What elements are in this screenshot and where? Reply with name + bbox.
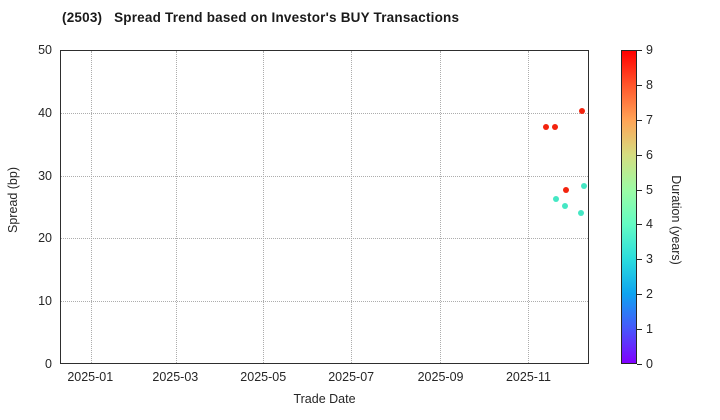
colorbar-tick xyxy=(637,119,642,121)
data-point xyxy=(562,203,569,210)
x-gridline xyxy=(91,51,93,363)
x-gridline xyxy=(263,51,265,363)
colorbar-title: Duration (years) xyxy=(669,175,683,265)
colorbar-tick xyxy=(637,329,642,331)
x-tick-label: 2025-11 xyxy=(505,370,551,384)
data-point xyxy=(579,107,586,114)
y-tick-label: 0 xyxy=(45,357,52,371)
colorbar-ticks: 0 1 2 3 4 5 6 7 8 9 xyxy=(637,43,697,371)
y-axis-tick-labels: 0 10 20 30 40 50 xyxy=(0,43,52,371)
data-point xyxy=(577,209,584,216)
plot-area xyxy=(60,50,589,364)
data-point xyxy=(553,195,560,202)
colorbar-tick xyxy=(637,50,642,51)
colorbar-tick xyxy=(637,294,642,296)
x-tick-label: 2025-03 xyxy=(152,370,199,384)
colorbar-tick xyxy=(637,154,642,156)
y-gridline xyxy=(61,113,588,115)
x-gridline xyxy=(440,51,442,363)
colorbar-tick-label: 3 xyxy=(646,252,653,267)
y-gridline xyxy=(61,238,588,240)
data-point xyxy=(563,187,570,194)
colorbar-tick-label: 7 xyxy=(646,112,653,127)
x-axis-tick-labels: 2025-01 2025-03 2025-05 2025-07 2025-09 2025-… xyxy=(60,370,589,386)
x-tick-label: 2025-07 xyxy=(328,370,375,384)
colorbar-tick-label: 5 xyxy=(646,182,653,197)
colorbar-tick-label: 2 xyxy=(646,287,653,302)
y-tick-label: 50 xyxy=(38,43,52,57)
x-gridline xyxy=(175,51,177,363)
data-point xyxy=(580,182,587,189)
x-tick-label: 2025-01 xyxy=(67,370,114,384)
x-gridline xyxy=(351,51,353,363)
y-tick-label: 30 xyxy=(38,168,52,183)
chart-title: (2503) Spread Trend based on Investor's … xyxy=(62,10,460,25)
colorbar-tick-label: 9 xyxy=(646,43,653,57)
x-axis-title: Trade Date xyxy=(293,392,356,406)
colorbar-tick-label: 6 xyxy=(646,147,653,162)
colorbar-tick-label: 8 xyxy=(646,77,653,92)
colorbar-tick-label: 0 xyxy=(646,357,653,371)
y-gridline xyxy=(61,175,588,177)
colorbar-tick-label: 4 xyxy=(646,217,653,232)
colorbar xyxy=(621,50,637,364)
x-tick-label: 2025-09 xyxy=(417,370,464,384)
y-tick-label: 20 xyxy=(38,231,52,246)
colorbar-tick-label: 1 xyxy=(646,322,653,337)
data-point xyxy=(543,124,550,131)
colorbar-tick xyxy=(637,224,642,226)
data-point xyxy=(551,124,558,131)
colorbar-tick xyxy=(637,84,642,86)
x-gridline xyxy=(527,51,529,363)
colorbar-tick xyxy=(637,259,642,261)
y-gridline xyxy=(61,300,588,302)
y-tick-label: 10 xyxy=(38,294,52,309)
colorbar-tick xyxy=(637,189,642,191)
colorbar-tick xyxy=(637,364,642,365)
x-tick-label: 2025-05 xyxy=(240,370,287,384)
y-tick-label: 40 xyxy=(38,105,52,120)
